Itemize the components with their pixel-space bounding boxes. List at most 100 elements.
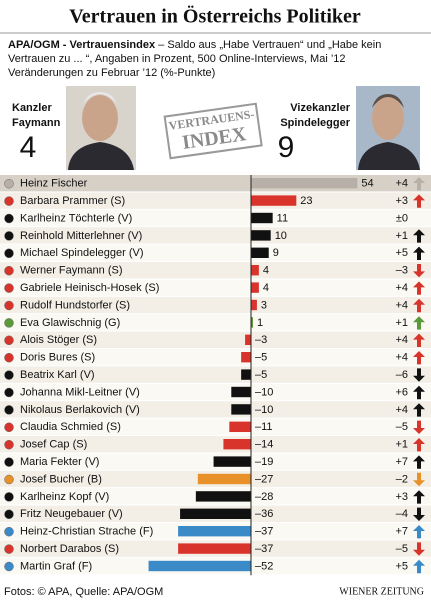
change-label: +7 bbox=[395, 456, 408, 468]
category-label: Gabriele Heinisch-Hosek (S) bbox=[20, 282, 159, 294]
row-background bbox=[0, 436, 431, 453]
bar bbox=[245, 334, 251, 345]
bar bbox=[197, 473, 251, 485]
subtitle-line: Vertrauen zu ... “, Angaben in Prozent, … bbox=[8, 53, 346, 65]
party-dot bbox=[4, 265, 14, 276]
row-background bbox=[0, 279, 431, 296]
value-label: 3 bbox=[261, 299, 267, 311]
party-dot bbox=[4, 492, 14, 502]
row-background bbox=[0, 331, 431, 348]
party-dot bbox=[4, 300, 14, 311]
change-arrow bbox=[413, 455, 425, 469]
value-label: 10 bbox=[275, 230, 287, 242]
party-dot bbox=[4, 335, 14, 346]
change-arrow bbox=[413, 438, 425, 452]
category-label: Reinhold Mitterlehner (V) bbox=[20, 230, 142, 242]
party-dot bbox=[4, 526, 14, 537]
category-label: Heinz-Christian Strache (F) bbox=[20, 526, 153, 538]
party-dot bbox=[4, 422, 14, 433]
change-arrow bbox=[413, 559, 425, 574]
bar bbox=[251, 265, 259, 276]
change-arrow bbox=[413, 298, 425, 313]
change-arrow bbox=[413, 525, 425, 539]
bar bbox=[178, 526, 251, 537]
row-background bbox=[0, 349, 431, 366]
change-label: +6 bbox=[395, 386, 408, 398]
party-dot bbox=[4, 196, 14, 206]
category-label: Fritz Neugebauer (V) bbox=[20, 508, 123, 520]
change-arrow bbox=[413, 194, 425, 208]
bar bbox=[251, 230, 271, 241]
change-arrow bbox=[413, 490, 425, 504]
category-label: Josef Cap (S) bbox=[20, 439, 87, 451]
change-arrow bbox=[413, 333, 425, 347]
party-dot bbox=[4, 561, 14, 572]
change-arrow bbox=[413, 316, 425, 330]
party-dot bbox=[4, 544, 14, 554]
change-label: –4 bbox=[396, 508, 408, 520]
change-label: +3 bbox=[395, 195, 408, 207]
photo-right bbox=[356, 86, 420, 170]
change-arrow bbox=[413, 472, 425, 487]
bar bbox=[241, 352, 251, 363]
value-label: –28 bbox=[255, 491, 273, 503]
subtitle-line: – Saldo aus „Habe Vertrauen“ und „Habe k… bbox=[155, 39, 381, 51]
value-label: –36 bbox=[255, 508, 273, 520]
value-label: –14 bbox=[255, 439, 273, 451]
bar bbox=[251, 299, 257, 311]
change-label: ±0 bbox=[396, 212, 408, 224]
category-label: Martin Graf (F) bbox=[20, 560, 92, 572]
category-label: Maria Fekter (V) bbox=[20, 456, 99, 468]
row-background bbox=[0, 192, 431, 209]
category-label: Josef Bucher (B) bbox=[20, 473, 102, 485]
bar bbox=[231, 386, 251, 398]
party-dot bbox=[4, 178, 14, 189]
value-label: –3 bbox=[255, 334, 267, 346]
value-label: –27 bbox=[255, 473, 273, 485]
featured-value: 4 bbox=[20, 131, 37, 164]
row-background bbox=[0, 314, 431, 331]
value-label: –10 bbox=[255, 386, 273, 398]
change-label: +4 bbox=[395, 334, 408, 346]
value-label: –10 bbox=[255, 404, 273, 416]
value-label: 4 bbox=[263, 265, 269, 277]
change-label: +5 bbox=[395, 247, 408, 259]
value-label: 4 bbox=[263, 282, 269, 294]
change-label: –5 bbox=[396, 421, 408, 433]
category-label: Heinz Fischer bbox=[20, 178, 88, 190]
change-label: +4 bbox=[395, 178, 408, 190]
source: Fotos: © APA, Quelle: APA/OGM bbox=[4, 586, 163, 598]
change-label: +4 bbox=[395, 404, 408, 416]
bar bbox=[178, 543, 251, 554]
change-arrow bbox=[413, 542, 425, 556]
bar bbox=[251, 317, 253, 328]
value-label: –37 bbox=[255, 543, 273, 555]
category-label: Alois Stöger (S) bbox=[20, 334, 97, 346]
category-label: Werner Faymann (S) bbox=[20, 265, 123, 277]
photo-left bbox=[66, 86, 136, 170]
change-arrow bbox=[413, 229, 425, 243]
chart: Heinz Fischer 54 +4 Barbara Prammer (S) 23 +3… bbox=[0, 175, 431, 576]
value-label: 1 bbox=[257, 317, 263, 329]
change-label: –6 bbox=[396, 369, 408, 381]
value-label: 23 bbox=[300, 195, 312, 207]
category-label: Norbert Darabos (S) bbox=[20, 543, 119, 555]
change-label: +7 bbox=[395, 526, 408, 538]
change-arrow bbox=[413, 246, 425, 260]
change-label: +4 bbox=[395, 299, 408, 311]
change-label: +3 bbox=[395, 491, 408, 503]
change-arrow bbox=[413, 507, 425, 521]
change-arrow bbox=[413, 351, 425, 365]
row-background bbox=[0, 296, 431, 314]
category-label: Karlheinz Kopf (V) bbox=[20, 491, 109, 503]
category-label: Nikolaus Berlakovich (V) bbox=[20, 404, 140, 416]
change-label: –3 bbox=[396, 265, 408, 277]
category-label: Claudia Schmied (S) bbox=[20, 421, 121, 433]
change-arrow bbox=[413, 264, 425, 278]
party-dot bbox=[4, 457, 14, 467]
bar bbox=[241, 369, 251, 380]
value-label: –19 bbox=[255, 456, 273, 468]
value-label: –37 bbox=[255, 526, 273, 538]
category-label: Karlheinz Töchterle (V) bbox=[20, 212, 132, 224]
